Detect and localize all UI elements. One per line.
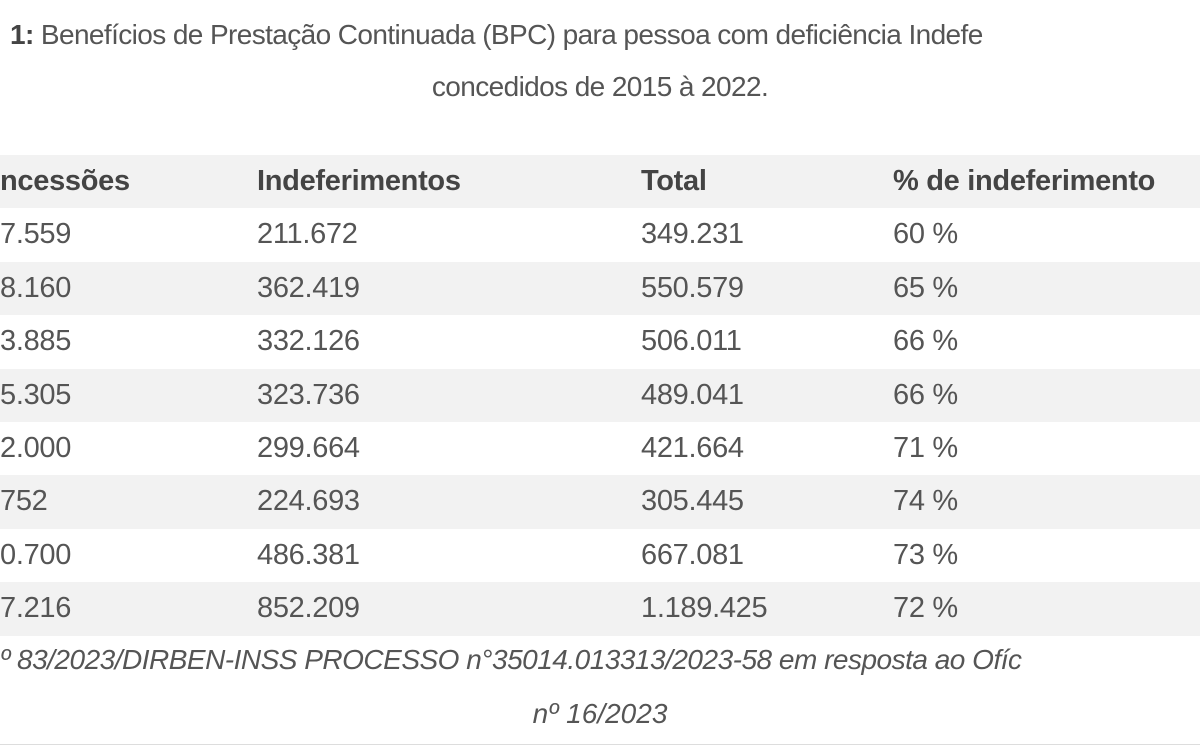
table-cell: 667.081	[641, 538, 744, 571]
table-row: 7.559 211.672 349.231 60 %	[0, 208, 1200, 261]
table-cell: 7.216	[0, 592, 72, 625]
table-cell: 486.381	[257, 538, 360, 571]
table-row: 0.700 486.381 667.081 73 %	[0, 529, 1200, 582]
title-text: Benefícios de Prestação Continuada (BPC)…	[40, 19, 983, 50]
table-cell: 506.011	[641, 325, 742, 358]
table-cell: 73 %	[893, 538, 958, 571]
table-cell: 60 %	[893, 218, 958, 251]
table-cell: 71 %	[893, 431, 958, 464]
table-cell: 224.693	[257, 485, 360, 518]
table-cell: 349.231	[641, 218, 744, 251]
table-cell: 362.419	[257, 271, 360, 304]
source-note: º 83/2023/DIRBEN-INSS PROCESSO n°35014.0…	[0, 644, 1022, 675]
table-row: 8.160 362.419 550.579 65 %	[0, 261, 1200, 316]
divider	[0, 744, 1200, 745]
title: 1: Benefícios de Prestação Continuada (B…	[10, 17, 983, 53]
table-cell: 550.579	[641, 271, 744, 304]
table-row: 752 224.693 305.445 74 %	[0, 475, 1200, 529]
table-cell: 65 %	[893, 271, 958, 304]
column-header: Total	[641, 165, 707, 197]
table-cell: 299.664	[257, 431, 360, 464]
table-cell: 66 %	[893, 378, 958, 411]
table-row: 7.216 852.209 1.189.425 72 %	[0, 582, 1200, 636]
table-cell: 66 %	[893, 325, 958, 358]
source-note: nº 16/2023	[532, 698, 668, 729]
table-cell: 1.189.425	[641, 592, 768, 625]
header-row: ncessões Indeferimentos Total % de indeferi…	[0, 155, 1200, 209]
table-cell: 2.000	[0, 431, 72, 464]
table-cell: 211.672	[257, 218, 358, 251]
table-cell: 489.041	[641, 378, 744, 411]
table-cell: 0.700	[0, 538, 72, 571]
table-cell: 72 %	[893, 592, 958, 625]
table-cell: 323.736	[257, 378, 360, 411]
title-line: concedidos de 2015 à 2022.	[431, 71, 769, 102]
table-row: 2.000 299.664 421.664 71 %	[0, 422, 1200, 475]
table-cell: 752	[0, 485, 48, 518]
table-cell: 8.160	[0, 271, 72, 304]
column-header: Indeferimentos	[257, 165, 461, 197]
table-cell: 332.126	[257, 325, 360, 358]
table-cell: 7.559	[0, 218, 72, 251]
table-cell: 74 %	[893, 485, 958, 518]
table-row: 3.885 332.126 506.011 66 %	[0, 315, 1200, 368]
column-header: % de indeferimento	[893, 165, 1156, 197]
table-cell: 852.209	[257, 592, 360, 625]
column-header: ncessões	[0, 165, 130, 197]
table-cell: 3.885	[0, 325, 72, 358]
table: ncessões Indeferimentos Total % de indeferi…	[0, 155, 1200, 636]
table-cell: 421.664	[641, 431, 744, 464]
table-cell: 305.445	[641, 485, 744, 518]
table-cell: 5.305	[0, 378, 72, 411]
title-number: 1:	[10, 19, 34, 50]
table-row: 5.305 323.736 489.041 66 %	[0, 368, 1200, 422]
